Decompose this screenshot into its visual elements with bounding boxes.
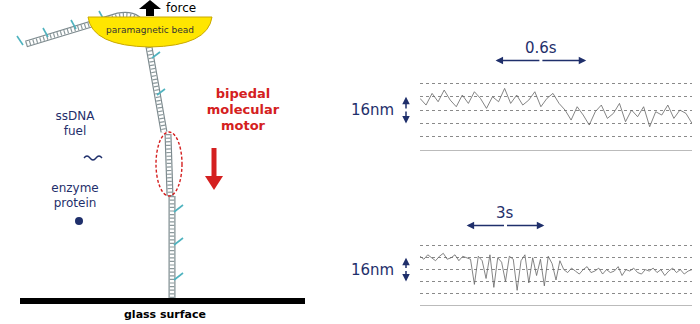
svg-text:force: force (166, 1, 196, 15)
svg-text:16nm: 16nm (351, 101, 394, 119)
svg-text:enzyme: enzyme (51, 181, 98, 195)
svg-text:paramagnetic bead: paramagnetic bead (106, 25, 194, 35)
svg-text:16nm: 16nm (351, 261, 394, 279)
svg-text:fuel: fuel (64, 124, 87, 138)
svg-text:molecular: molecular (207, 102, 280, 117)
svg-text:motor: motor (221, 118, 266, 133)
svg-text:bipedal: bipedal (216, 86, 270, 101)
svg-text:ssDNA: ssDNA (56, 109, 96, 123)
svg-text:protein: protein (54, 196, 97, 210)
svg-text:0.6s: 0.6s (525, 39, 557, 57)
svg-text:3s: 3s (496, 204, 514, 222)
svg-text:glass surface: glass surface (124, 308, 206, 321)
